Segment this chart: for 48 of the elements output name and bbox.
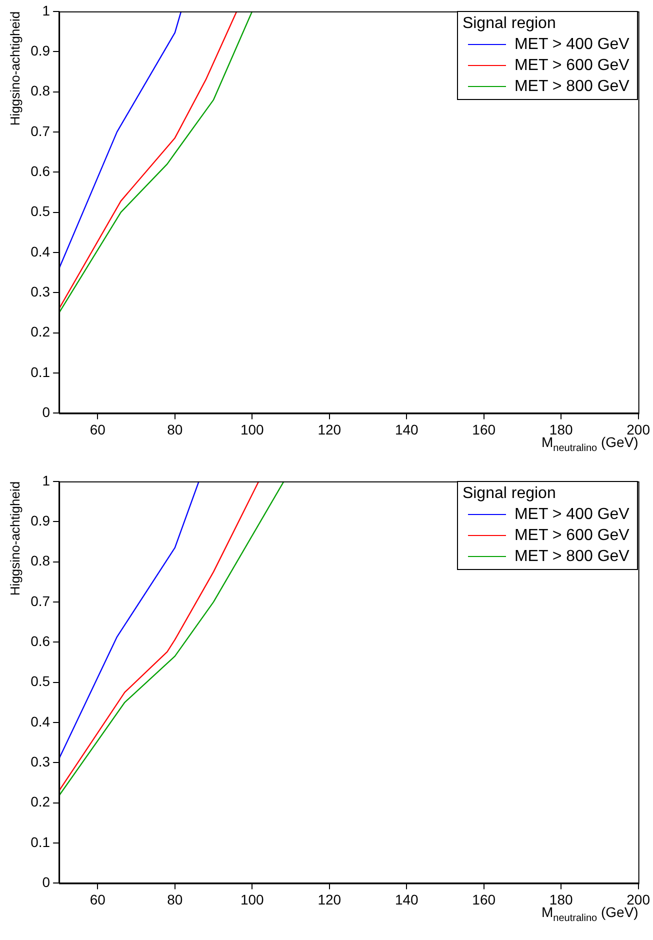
legend-label: MET > 400 GeV xyxy=(514,35,630,56)
y-tick-label: 0.1 xyxy=(30,834,50,850)
x-tick-label: 100 xyxy=(240,421,264,438)
y-tick-label: 0.6 xyxy=(30,162,50,179)
x-tick-label: 140 xyxy=(394,891,419,908)
x-tick-label: 160 xyxy=(472,891,496,908)
y-tick-label: 0.7 xyxy=(30,122,50,139)
legend-label: MET > 400 GeV xyxy=(514,505,630,526)
y-tick-label: 0.8 xyxy=(30,82,50,99)
x-tick-label: 60 xyxy=(90,421,106,438)
x-tick-label: 180 xyxy=(549,891,573,908)
x-tick-label: 160 xyxy=(472,421,496,438)
y-tick-label: 0.5 xyxy=(30,673,50,690)
y-tick-label: 0.6 xyxy=(30,632,50,649)
y-tick-label: 0.9 xyxy=(30,42,50,58)
y-tick-label: 0.4 xyxy=(30,243,50,260)
y-tick-label: 0.1 xyxy=(30,364,50,380)
legend-label: MET > 600 GeV xyxy=(514,526,630,546)
y-tick-label: 1 xyxy=(42,2,50,18)
y-tick-label: 0.3 xyxy=(30,754,50,770)
x-tick-label: 120 xyxy=(318,421,342,438)
legend-title: Signal region xyxy=(462,484,557,504)
y-tick-label: 0.4 xyxy=(30,713,50,730)
y-tick-label: 0 xyxy=(42,874,50,890)
x-tick-label: 200 xyxy=(626,891,650,908)
y-tick-label: 0.2 xyxy=(30,794,50,810)
x-tick-label: 80 xyxy=(167,891,183,908)
x-tick-label: 180 xyxy=(549,421,573,438)
y-tick-label: 0.7 xyxy=(30,592,50,609)
y-tick-label: 0 xyxy=(42,404,50,420)
y-axis-title: Higgsino-achtigheid xyxy=(7,481,22,596)
x-tick-label: 120 xyxy=(318,891,342,908)
x-tick-label: 60 xyxy=(90,891,106,908)
y-tick-label: 0.2 xyxy=(30,324,50,340)
legend-label: MET > 800 GeV xyxy=(514,547,630,568)
legend-title: Signal region xyxy=(462,14,557,34)
y-tick-label: 1 xyxy=(42,472,50,488)
y-tick-label: 0.5 xyxy=(30,203,50,220)
x-tick-label: 200 xyxy=(626,421,650,438)
x-tick-label: 80 xyxy=(167,421,183,438)
y-axis-title: Higgsino-achtigheid xyxy=(7,11,22,126)
x-tick-label: 140 xyxy=(394,421,419,438)
legend-label: MET > 600 GeV xyxy=(514,56,630,76)
y-tick-label: 0.3 xyxy=(30,284,50,300)
y-tick-label: 0.8 xyxy=(30,552,50,569)
x-tick-label: 100 xyxy=(240,891,264,908)
legend-label: MET > 800 GeV xyxy=(514,77,630,98)
y-tick-label: 0.9 xyxy=(30,512,50,528)
